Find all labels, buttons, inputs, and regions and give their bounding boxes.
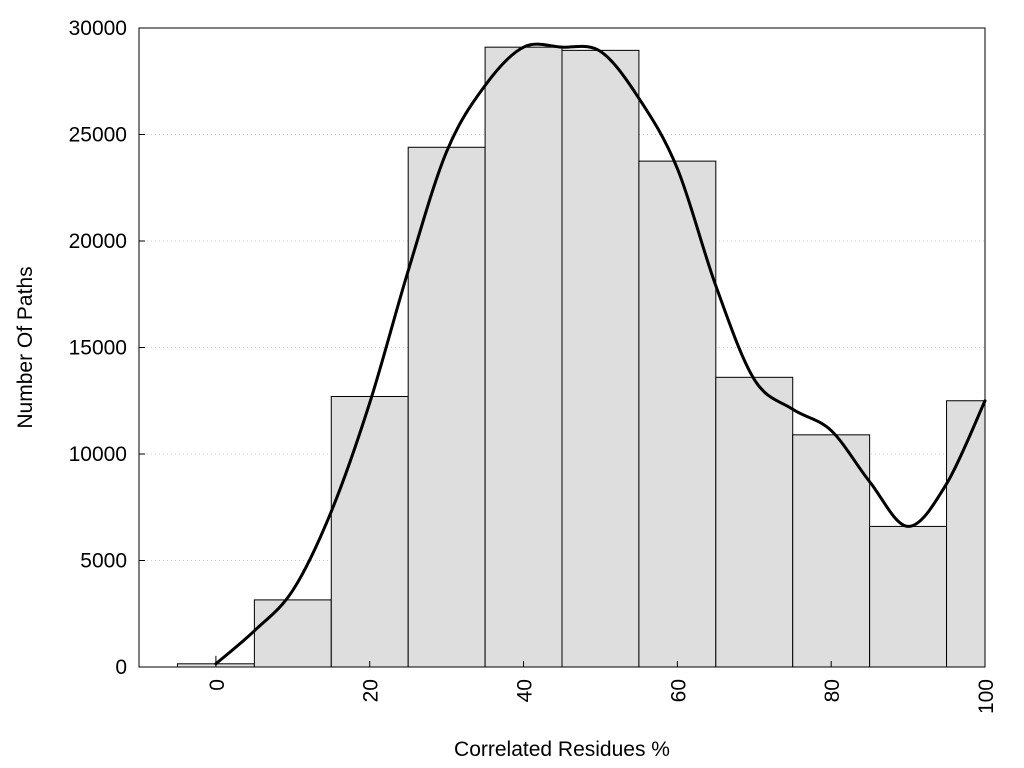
- x-axis-title: Correlated Residues %: [454, 738, 670, 761]
- y-tick-label-10000: 10000: [69, 443, 127, 466]
- x-tick-label-40: 40: [514, 679, 537, 702]
- bar-80: [792, 434, 871, 668]
- bar-20: [330, 395, 409, 668]
- x-tick-label-0: 0: [206, 679, 229, 691]
- x-tick-label-100: 100: [975, 679, 998, 714]
- y-tick-label-0: 0: [115, 656, 127, 679]
- bar-10: [253, 599, 332, 668]
- bar-30: [407, 146, 486, 668]
- bar-60: [638, 160, 717, 668]
- y-tick-label-25000: 25000: [69, 124, 127, 147]
- y-axis-title: Number Of Paths: [14, 266, 37, 428]
- curve-layer: [214, 42, 987, 666]
- y-tick-label-15000: 15000: [69, 337, 127, 360]
- x-tick-label-80: 80: [821, 679, 844, 702]
- trend-curve: [214, 42, 987, 666]
- bars-layer: [176, 46, 986, 668]
- bar-40: [484, 46, 563, 668]
- bar-90: [869, 525, 948, 668]
- y-tick-label-20000: 20000: [69, 230, 127, 253]
- y-tick-label-30000: 30000: [69, 17, 127, 40]
- bar-50: [561, 49, 640, 668]
- bar-100: [946, 400, 986, 668]
- x-tick-label-60: 60: [667, 679, 690, 702]
- x-tick-label-20: 20: [360, 679, 383, 702]
- ticks-layer: 0 5000 10000 15000 20000 25000 30000 0 20 40 60 80 1…: [69, 17, 998, 714]
- bar-70: [715, 376, 794, 668]
- y-tick-label-5000: 5000: [80, 550, 127, 573]
